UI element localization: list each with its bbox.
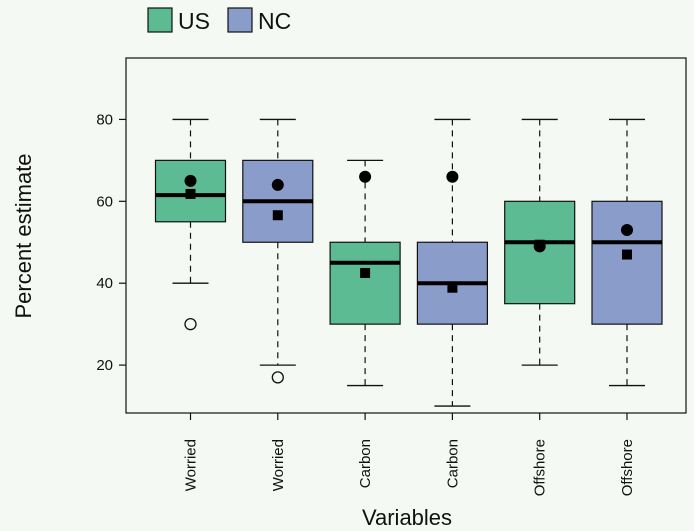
legend: US NC	[147, 7, 291, 34]
mean-marker	[360, 267, 371, 278]
x-tick-label-worried-us: Worried	[183, 439, 200, 491]
box-offshore-nc	[591, 118, 663, 387]
box-carbon-us	[329, 159, 401, 387]
y-tick-label-80: 80	[96, 111, 113, 128]
box-worried-us	[154, 118, 227, 331]
box-offshore-us	[504, 118, 576, 366]
dot-marker	[446, 170, 459, 183]
box-body	[591, 200, 663, 325]
dot-marker	[271, 178, 284, 191]
y-tick-label-20: 20	[96, 357, 113, 374]
x-axis-title: Variables	[362, 505, 452, 530]
mean-marker	[185, 188, 196, 199]
mean-marker	[272, 210, 283, 221]
y-axis: 20 40 60 80	[96, 111, 126, 374]
box-carbon-nc	[416, 118, 488, 407]
x-tick-label-offshore-nc: Offshore	[619, 439, 636, 496]
dot-marker	[533, 240, 546, 253]
dot-marker	[621, 223, 633, 236]
legend-swatch-us	[147, 7, 173, 33]
x-axis-labels: Worried Worried Carbon Carbon Offshore Offsho…	[183, 413, 636, 496]
y-tick-label-60: 60	[96, 193, 113, 210]
outlier-point	[271, 371, 284, 384]
y-axis-title: Percent estimate	[11, 153, 36, 318]
mean-marker	[447, 282, 458, 293]
legend-label-us: US	[178, 8, 210, 34]
box-series	[154, 118, 663, 407]
mean-marker	[622, 249, 632, 260]
plot-frame	[125, 57, 687, 414]
box-worried-nc	[242, 118, 314, 384]
outlier-point	[184, 317, 197, 331]
box-body	[504, 200, 576, 305]
box-body	[329, 241, 401, 325]
legend-label-nc: NC	[258, 8, 291, 34]
x-tick-label-carbon-nc: Carbon	[444, 439, 461, 488]
dot-marker	[184, 174, 197, 187]
x-tick-label-worried-nc: Worried	[270, 439, 287, 491]
x-tick-label-offshore-us: Offshore	[532, 439, 549, 496]
legend-swatch-nc	[227, 7, 253, 33]
x-tick-label-carbon-us: Carbon	[357, 439, 374, 488]
dot-marker	[359, 170, 372, 183]
y-tick-label-40: 40	[96, 275, 113, 292]
